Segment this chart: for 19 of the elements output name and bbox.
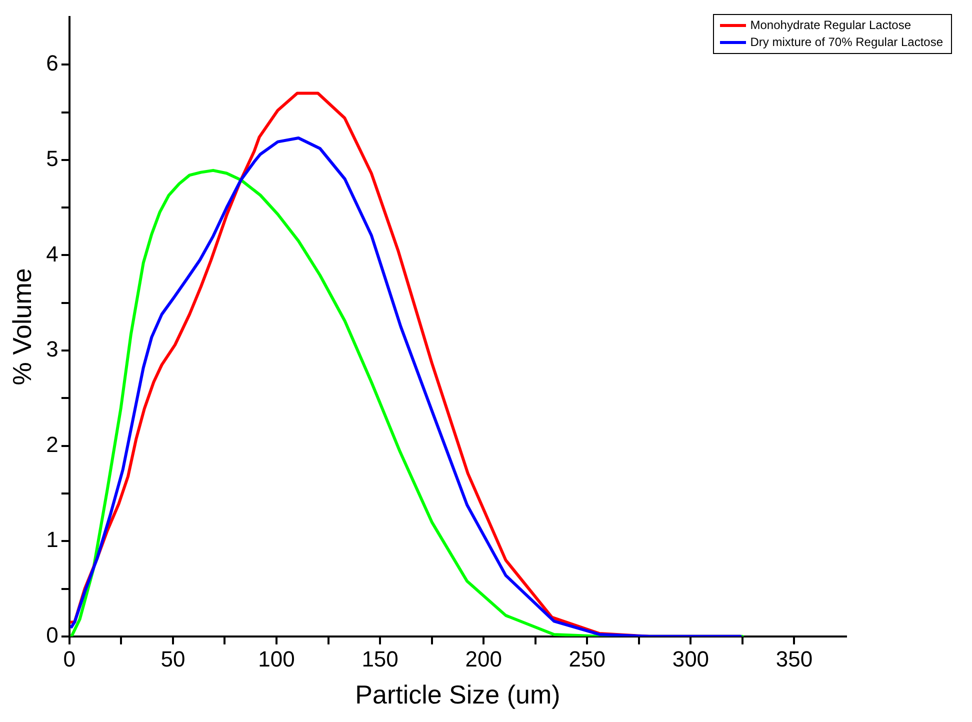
y-tick-label: 1 [46, 527, 58, 552]
x-tick-label: 250 [568, 646, 606, 672]
x-tick-label: 150 [362, 646, 398, 672]
x-tick-label: 200 [465, 646, 502, 672]
y-tick-label: 2 [46, 432, 58, 457]
y-tick-label: 4 [46, 241, 58, 266]
x-axis-title: Particle Size (um) [355, 680, 560, 710]
x-tick-label: 350 [776, 646, 813, 672]
x-tick-label: 100 [258, 646, 295, 672]
y-tick-label: 0 [46, 622, 58, 648]
y-tick-label: 6 [46, 50, 58, 76]
x-tick-label: 50 [160, 646, 186, 672]
x-tick-label: 300 [672, 646, 710, 672]
y-tick-label: 5 [46, 146, 58, 171]
x-tick-label: 0 [63, 646, 76, 672]
legend-label: Monohydrate Regular Lactose [750, 17, 912, 34]
y-tick-label: 3 [46, 336, 58, 362]
legend-label: Dry mixture of 70% Regular Lactose [750, 34, 943, 51]
y-axis-title: % Volume [6, 268, 37, 386]
